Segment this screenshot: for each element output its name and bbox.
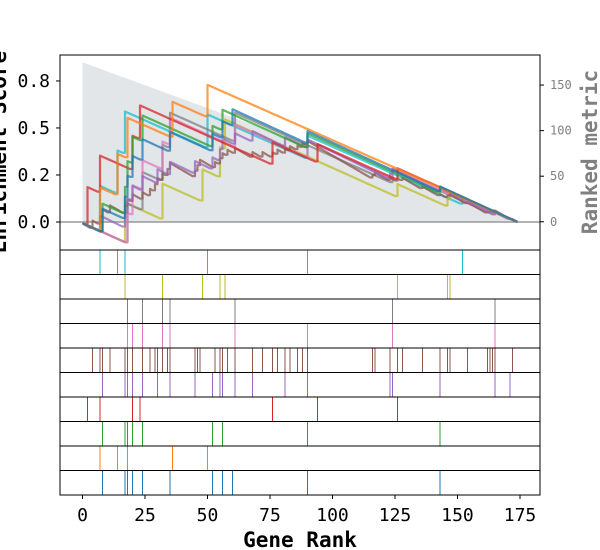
y-tick-label: 0.8 [17, 71, 50, 92]
hit-row-set-blue [59, 470, 541, 496]
x-tick-label: 175 [504, 505, 537, 526]
hit-row-set-cyan [59, 249, 541, 275]
hit-row-set-pink [59, 323, 541, 349]
y2-tick-label: 50 [550, 169, 564, 183]
hit-row-set-purple [59, 372, 541, 398]
x-tick-label: 125 [379, 505, 412, 526]
hit-row-frame [59, 445, 541, 471]
hit-row-set-brown [59, 347, 541, 373]
y2-tick-label: 100 [550, 124, 572, 138]
hit-row-set-green [59, 421, 541, 447]
y2-tick-label: 150 [550, 78, 572, 92]
x-tick-label: 0 [77, 505, 88, 526]
axes: 0 25 50 75 100 125 150 175 0.0 0.2 0.5 0.8 0 50 100 150 [17, 71, 571, 526]
hit-row-frame [59, 470, 541, 496]
hit-row-frame [59, 274, 541, 300]
hit-row-set-red [59, 396, 541, 422]
y2-axis-label: Ranked metric [578, 70, 600, 234]
x-tick-label: 100 [316, 505, 349, 526]
x-tick-label: 150 [441, 505, 474, 526]
hit-row-set-orange [59, 445, 541, 471]
hit-row-frame [59, 298, 541, 324]
hit-panels [59, 249, 541, 496]
enrichment-curves [81, 83, 519, 244]
y-tick-label: 0.2 [17, 165, 50, 186]
hit-row-frame [59, 421, 541, 447]
hit-row-frame [59, 372, 541, 398]
x-tick-label: 75 [259, 505, 281, 526]
x-axis-label: Gene Rank [243, 528, 357, 550]
hit-row-set-olive [59, 274, 541, 300]
hit-row-frame [59, 249, 541, 275]
x-tick-label: 25 [134, 505, 156, 526]
es-curve-set-blue [82, 108, 518, 233]
hit-row-set-gray [59, 298, 541, 324]
y-axis-label: Enrichment Score [0, 51, 11, 253]
y-tick-label: 0.0 [17, 212, 50, 233]
x-tick-label: 50 [197, 505, 219, 526]
y2-tick-label: 0 [550, 215, 557, 229]
y-tick-label: 0.5 [17, 118, 50, 139]
